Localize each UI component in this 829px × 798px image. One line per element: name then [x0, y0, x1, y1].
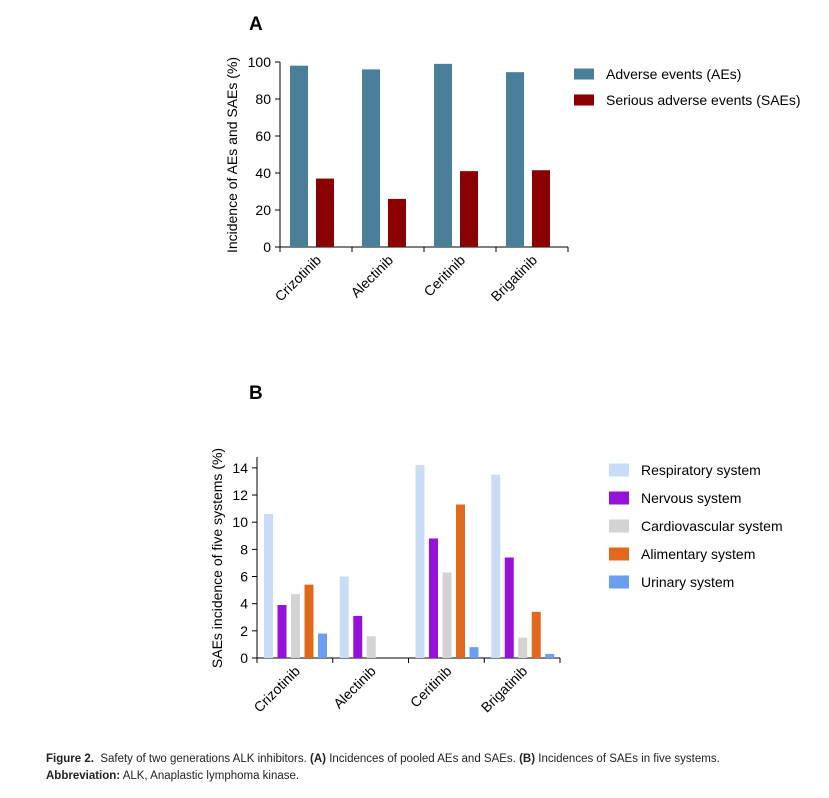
bar-serious-adverse-events-saes-brigatinib: [532, 170, 550, 247]
caption-text: Safety of two generations ALK inhibitors…: [100, 753, 307, 765]
bar-serious-adverse-events-saes-crizotinib: [316, 178, 334, 247]
y-tick-label: 10: [232, 514, 248, 530]
bar-cardiovascular-system-brigatinib: [518, 637, 528, 658]
y-tick-label: 80: [255, 91, 271, 107]
panel-a-letter: A: [249, 14, 263, 35]
bar-serious-adverse-events-saes-alectinib: [388, 198, 406, 247]
caption-line-1: Figure 2. Safety of two generations ALK …: [46, 751, 816, 768]
bar-respiratory-system-ceritinib: [415, 465, 425, 658]
panel-b-y-axis-label: SAEs incidence of five systems (%): [209, 448, 225, 668]
legend-label-cardiovascular-system: Cardiovascular system: [641, 518, 783, 534]
y-tick-label: 40: [255, 165, 271, 181]
bar-nervous-system-alectinib: [353, 615, 363, 658]
y-tick-label: 12: [232, 487, 248, 503]
panel-a-y-axis-label: Incidence of AEs and SAEs (%): [224, 57, 240, 253]
x-category-label-brigatinib: Brigatinib: [488, 252, 541, 305]
legend-swatch-urinary-system: [609, 575, 629, 589]
caption-figure-label: Figure 2.: [46, 753, 94, 765]
bar-respiratory-system-crizotinib: [264, 514, 273, 658]
x-category-label-ceritinib: Ceritinib: [407, 663, 455, 711]
legend-swatch-nervous-system: [609, 491, 629, 505]
legend-label-alimentary-system: Alimentary system: [641, 546, 755, 562]
x-category-label-alectinib: Alectinib: [347, 252, 396, 301]
y-tick-label: 100: [248, 54, 272, 70]
bar-cardiovascular-system-ceritinib: [442, 572, 452, 658]
caption-abbreviation-text: ALK, Anaplastic lymphoma kinase.: [122, 770, 300, 782]
bar-nervous-system-ceritinib: [429, 538, 438, 658]
panel-a: A Incidence of AEs and SAEs (%) 0 20 40 60 8…: [224, 14, 801, 304]
panel-b-legend: Respiratory system Nervous system Cardiova…: [609, 462, 783, 590]
bar-respiratory-system-brigatinib: [491, 474, 501, 658]
legend-label-nervous-system: Nervous system: [641, 490, 741, 506]
panel-b: B SAEs incidence of five systems (%) 0 2 4…: [209, 383, 783, 715]
bar-alimentary-system-crizotinib: [304, 584, 314, 658]
panel-b-letter: B: [249, 383, 263, 404]
caption-b-text: Incidences of SAEs in five systems.: [538, 753, 720, 765]
bar-cardiovascular-system-crizotinib: [291, 594, 300, 658]
legend-swatch-adverse-events-aes: [574, 68, 594, 80]
bar-nervous-system-brigatinib: [504, 557, 514, 658]
y-tick-label: 0: [263, 239, 271, 255]
y-tick-label: 60: [255, 128, 271, 144]
caption-a-tag: (A): [310, 753, 326, 765]
bar-cardiovascular-system-alectinib: [366, 636, 376, 658]
caption-line-2: Abbreviation: ALK, Anaplastic lymphoma k…: [46, 768, 816, 785]
bar-respiratory-system-alectinib: [339, 576, 349, 658]
bar-serious-adverse-events-saes-ceritinib: [460, 171, 478, 247]
y-tick-label: 2: [240, 623, 248, 639]
panel-a-legend: Adverse events (AEs) Serious adverse even…: [574, 66, 801, 108]
y-tick-label: 6: [240, 569, 248, 585]
bar-alimentary-system-brigatinib: [531, 611, 541, 658]
bar-adverse-events-aes-ceritinib: [434, 63, 452, 247]
bar-urinary-system-brigatinib: [545, 653, 555, 658]
y-tick-label: 20: [255, 202, 271, 218]
bar-alimentary-system-ceritinib: [456, 504, 465, 658]
bar-adverse-events-aes-alectinib: [362, 69, 380, 248]
bar-urinary-system-ceritinib: [469, 647, 479, 658]
caption-b-tag: (B): [519, 753, 536, 765]
x-category-label-crizotinib: Crizotinib: [250, 663, 303, 716]
caption-a-text: Incidences of pooled AEs and SAEs.: [329, 753, 516, 765]
legend-label-urinary-system: Urinary system: [641, 574, 734, 590]
bar-adverse-events-aes-brigatinib: [506, 72, 524, 247]
x-category-label-alectinib: Alectinib: [330, 663, 379, 712]
legend-label-adverse-events-aes: Adverse events (AEs): [606, 66, 741, 82]
legend-swatch-respiratory-system: [609, 463, 629, 477]
y-tick-label: 4: [240, 596, 248, 612]
x-category-label-ceritinib: Ceritinib: [420, 252, 468, 300]
figure-caption: Figure 2. Safety of two generations ALK …: [46, 751, 816, 785]
y-tick-label: 14: [232, 460, 248, 476]
bar-urinary-system-crizotinib: [318, 633, 327, 658]
legend-label-respiratory-system: Respiratory system: [641, 462, 761, 478]
y-tick-label: 0: [240, 650, 248, 666]
y-tick-label: 8: [240, 541, 248, 557]
legend-swatch-cardiovascular-system: [609, 519, 629, 533]
x-category-label-crizotinib: Crizotinib: [272, 252, 325, 305]
bar-adverse-events-aes-crizotinib: [290, 65, 308, 247]
bar-nervous-system-crizotinib: [277, 605, 287, 658]
x-category-label-brigatinib: Brigatinib: [478, 663, 531, 716]
legend-label-serious-adverse-events-saes: Serious adverse events (SAEs): [606, 92, 801, 108]
legend-swatch-serious-adverse-events-saes: [574, 94, 594, 106]
legend-swatch-alimentary-system: [609, 547, 629, 561]
caption-abbreviation-label: Abbreviation:: [46, 770, 121, 782]
